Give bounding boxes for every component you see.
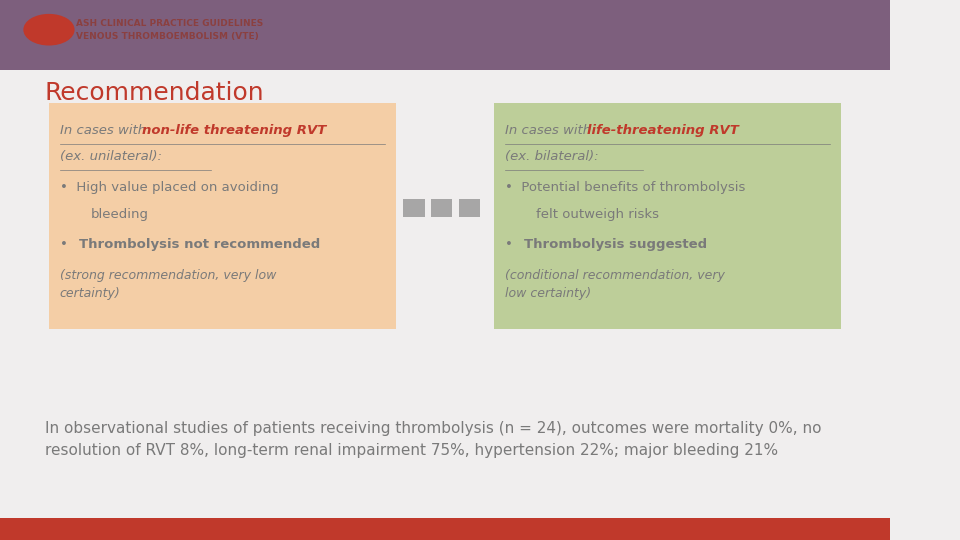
- Text: Thrombolysis not recommended: Thrombolysis not recommended: [80, 238, 321, 251]
- Text: Thrombolysis suggested: Thrombolysis suggested: [524, 238, 708, 251]
- Text: In observational studies of patients receiving thrombolysis (n = 24), outcomes w: In observational studies of patients rec…: [44, 421, 821, 458]
- Text: (ex. unilateral):: (ex. unilateral):: [60, 150, 161, 163]
- Text: Recommendation: Recommendation: [44, 81, 264, 105]
- FancyBboxPatch shape: [431, 199, 452, 217]
- Text: •: •: [60, 238, 76, 251]
- Text: (ex. bilateral):: (ex. bilateral):: [505, 150, 598, 163]
- Text: bleeding: bleeding: [91, 208, 149, 221]
- Text: In cases with: In cases with: [60, 124, 150, 137]
- FancyBboxPatch shape: [403, 199, 424, 217]
- Text: non-life threatening RVT: non-life threatening RVT: [141, 124, 325, 137]
- Text: •  High value placed on avoiding: • High value placed on avoiding: [60, 181, 278, 194]
- FancyBboxPatch shape: [459, 199, 480, 217]
- Text: life-threatening RVT: life-threatening RVT: [587, 124, 738, 137]
- Text: In cases with: In cases with: [505, 124, 595, 137]
- Text: felt outweigh risks: felt outweigh risks: [536, 208, 659, 221]
- FancyBboxPatch shape: [0, 0, 890, 70]
- Text: •: •: [505, 238, 521, 251]
- FancyBboxPatch shape: [0, 518, 890, 540]
- Text: (conditional recommendation, very
low certainty): (conditional recommendation, very low ce…: [505, 269, 725, 300]
- FancyBboxPatch shape: [49, 103, 396, 329]
- FancyBboxPatch shape: [494, 103, 841, 329]
- Text: (strong recommendation, very low
certainty): (strong recommendation, very low certain…: [60, 269, 276, 300]
- Text: •  Potential benefits of thrombolysis: • Potential benefits of thrombolysis: [505, 181, 745, 194]
- Circle shape: [24, 15, 74, 45]
- Text: ASH CLINICAL PRACTICE GUIDELINES
VENOUS THROMBOEMBOLISM (VTE): ASH CLINICAL PRACTICE GUIDELINES VENOUS …: [76, 18, 263, 41]
